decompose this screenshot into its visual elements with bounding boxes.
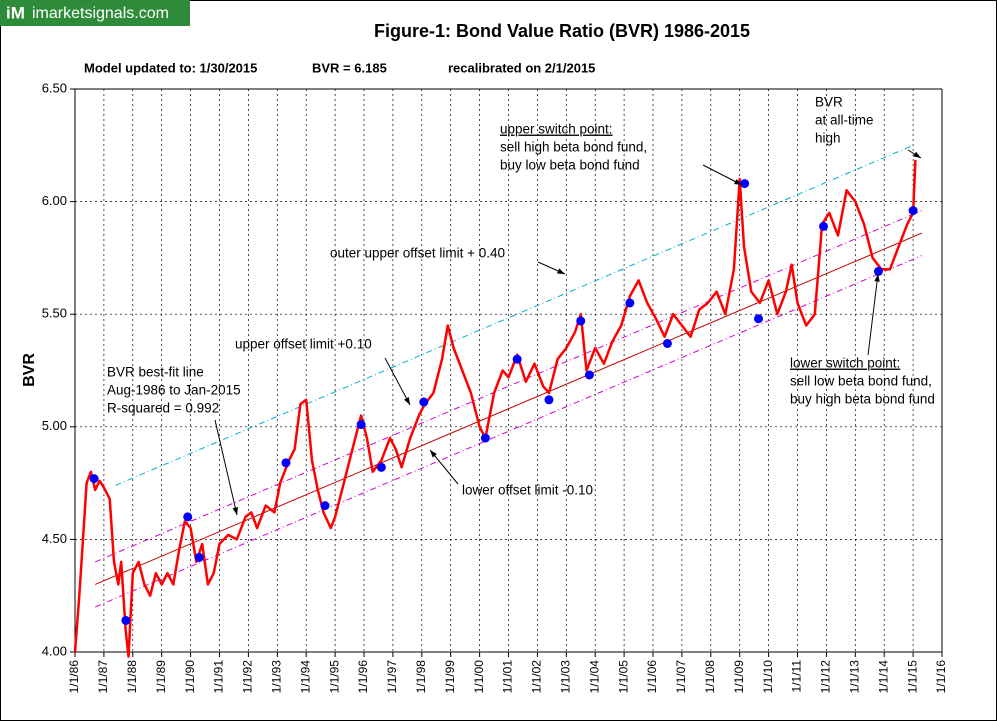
x-tick-label: 1/1/93 [269,660,283,694]
point [625,298,635,308]
x-tick-label: 1/1/15 [905,660,919,694]
x-tick-label: 1/1/94 [298,660,312,694]
x-tick-label: 1/1/87 [96,660,110,694]
brand-site: imarketsignals.com [32,5,169,22]
x-tick-label: 1/1/92 [241,660,255,694]
arrow [867,273,879,356]
y-tick-label: 6.00 [42,193,67,208]
annotation: Aug-1986 to Jan-2015 [107,383,241,398]
point [183,512,193,522]
y-axis-label: BVR [21,353,38,387]
x-tick-label: 1/1/00 [472,660,486,694]
y-tick-label: 4.50 [42,531,67,546]
x-tick-label: 1/1/10 [761,660,775,694]
point [873,266,883,276]
arrow [214,419,238,516]
annotation: BVR [815,95,843,110]
x-tick-label: 1/1/08 [703,660,717,694]
arrow-head [404,397,410,405]
point [376,462,386,472]
x-tick-label: 1/1/89 [154,660,168,694]
annotation: buy low beta bond fund [500,158,640,173]
point [512,354,522,364]
x-tick-label: 1/1/86 [67,660,81,694]
annotation: buy high beta bond fund [790,392,935,407]
point [356,420,366,430]
x-tick-label: 1/1/09 [732,660,746,694]
subtitle: BVR = 6.185 [312,60,387,75]
annotation: high [815,131,841,146]
subtitle: recalibrated on 2/1/2015 [448,60,595,75]
arrow-head [557,268,565,274]
arrow-head [913,151,921,158]
arrow [384,357,411,406]
point [753,314,763,324]
point [662,338,672,348]
arrow-head [734,179,742,185]
y-tick-label: 6.50 [42,80,67,95]
x-tick-label: 1/1/06 [645,660,659,694]
x-tick-label: 1/1/13 [847,660,861,694]
point [281,458,291,468]
y-tick-label: 4.00 [42,643,67,658]
line [115,144,914,486]
x-tick-label: 1/1/98 [414,660,428,694]
point [584,370,594,380]
annotation: R-squared = 0.992 [107,401,219,416]
point [908,206,918,216]
y-tick-label: 5.00 [42,418,67,433]
annotation: lower switch point: [790,356,900,371]
x-tick-label: 1/1/95 [327,660,341,694]
point [194,552,204,562]
point [89,474,99,484]
annotation: sell low beta bond fund, [790,374,932,389]
x-tick-label: 1/1/90 [183,660,197,694]
annotation: upper switch point: [500,122,613,137]
annotation: sell high beta bond fund, [500,140,647,155]
x-tick-label: 1/1/05 [616,660,630,694]
x-tick-label: 1/1/03 [558,660,572,694]
annotation: at all-time [815,113,874,128]
x-tick-label: 1/1/99 [443,660,457,694]
x-tick-label: 1/1/07 [674,660,688,694]
line [95,232,922,585]
brand-mark: iM [6,3,25,22]
x-tick-label: 1/1/02 [530,660,544,694]
x-tick-label: 1/1/97 [385,660,399,694]
point [480,433,490,443]
point [121,615,131,625]
subtitle: Model updated to: 1/30/2015 [84,60,257,75]
chart-title: Figure-1: Bond Value Ratio (BVR) 1986-20… [374,21,750,41]
x-tick-label: 1/1/16 [934,660,948,694]
x-tick-label: 1/1/14 [876,660,890,694]
x-tick-label: 1/1/88 [125,660,139,694]
x-tick-label: 1/1/91 [212,660,226,694]
x-tick-label: 1/1/96 [356,660,370,694]
brand-box [0,0,190,26]
point [544,395,554,405]
x-tick-label: 1/1/11 [790,660,804,693]
arrow-head [874,274,880,282]
point [320,501,330,511]
point [576,316,586,326]
annotation: upper offset limit +0.10 [235,337,372,352]
x-tick-label: 1/1/01 [501,660,515,694]
annotation: BVR best-fit line [107,365,204,380]
x-tick-label: 1/1/04 [587,660,601,694]
point [419,397,429,407]
x-tick-label: 1/1/12 [819,660,833,694]
arrow-head [232,507,238,515]
line [73,159,917,658]
point [819,221,829,231]
annotation: lower offset limit -0.10 [462,483,593,498]
point [740,179,750,189]
annotation: outer upper offset limit + 0.40 [330,246,505,261]
arrow-head [430,450,437,458]
y-tick-label: 5.50 [42,306,67,321]
